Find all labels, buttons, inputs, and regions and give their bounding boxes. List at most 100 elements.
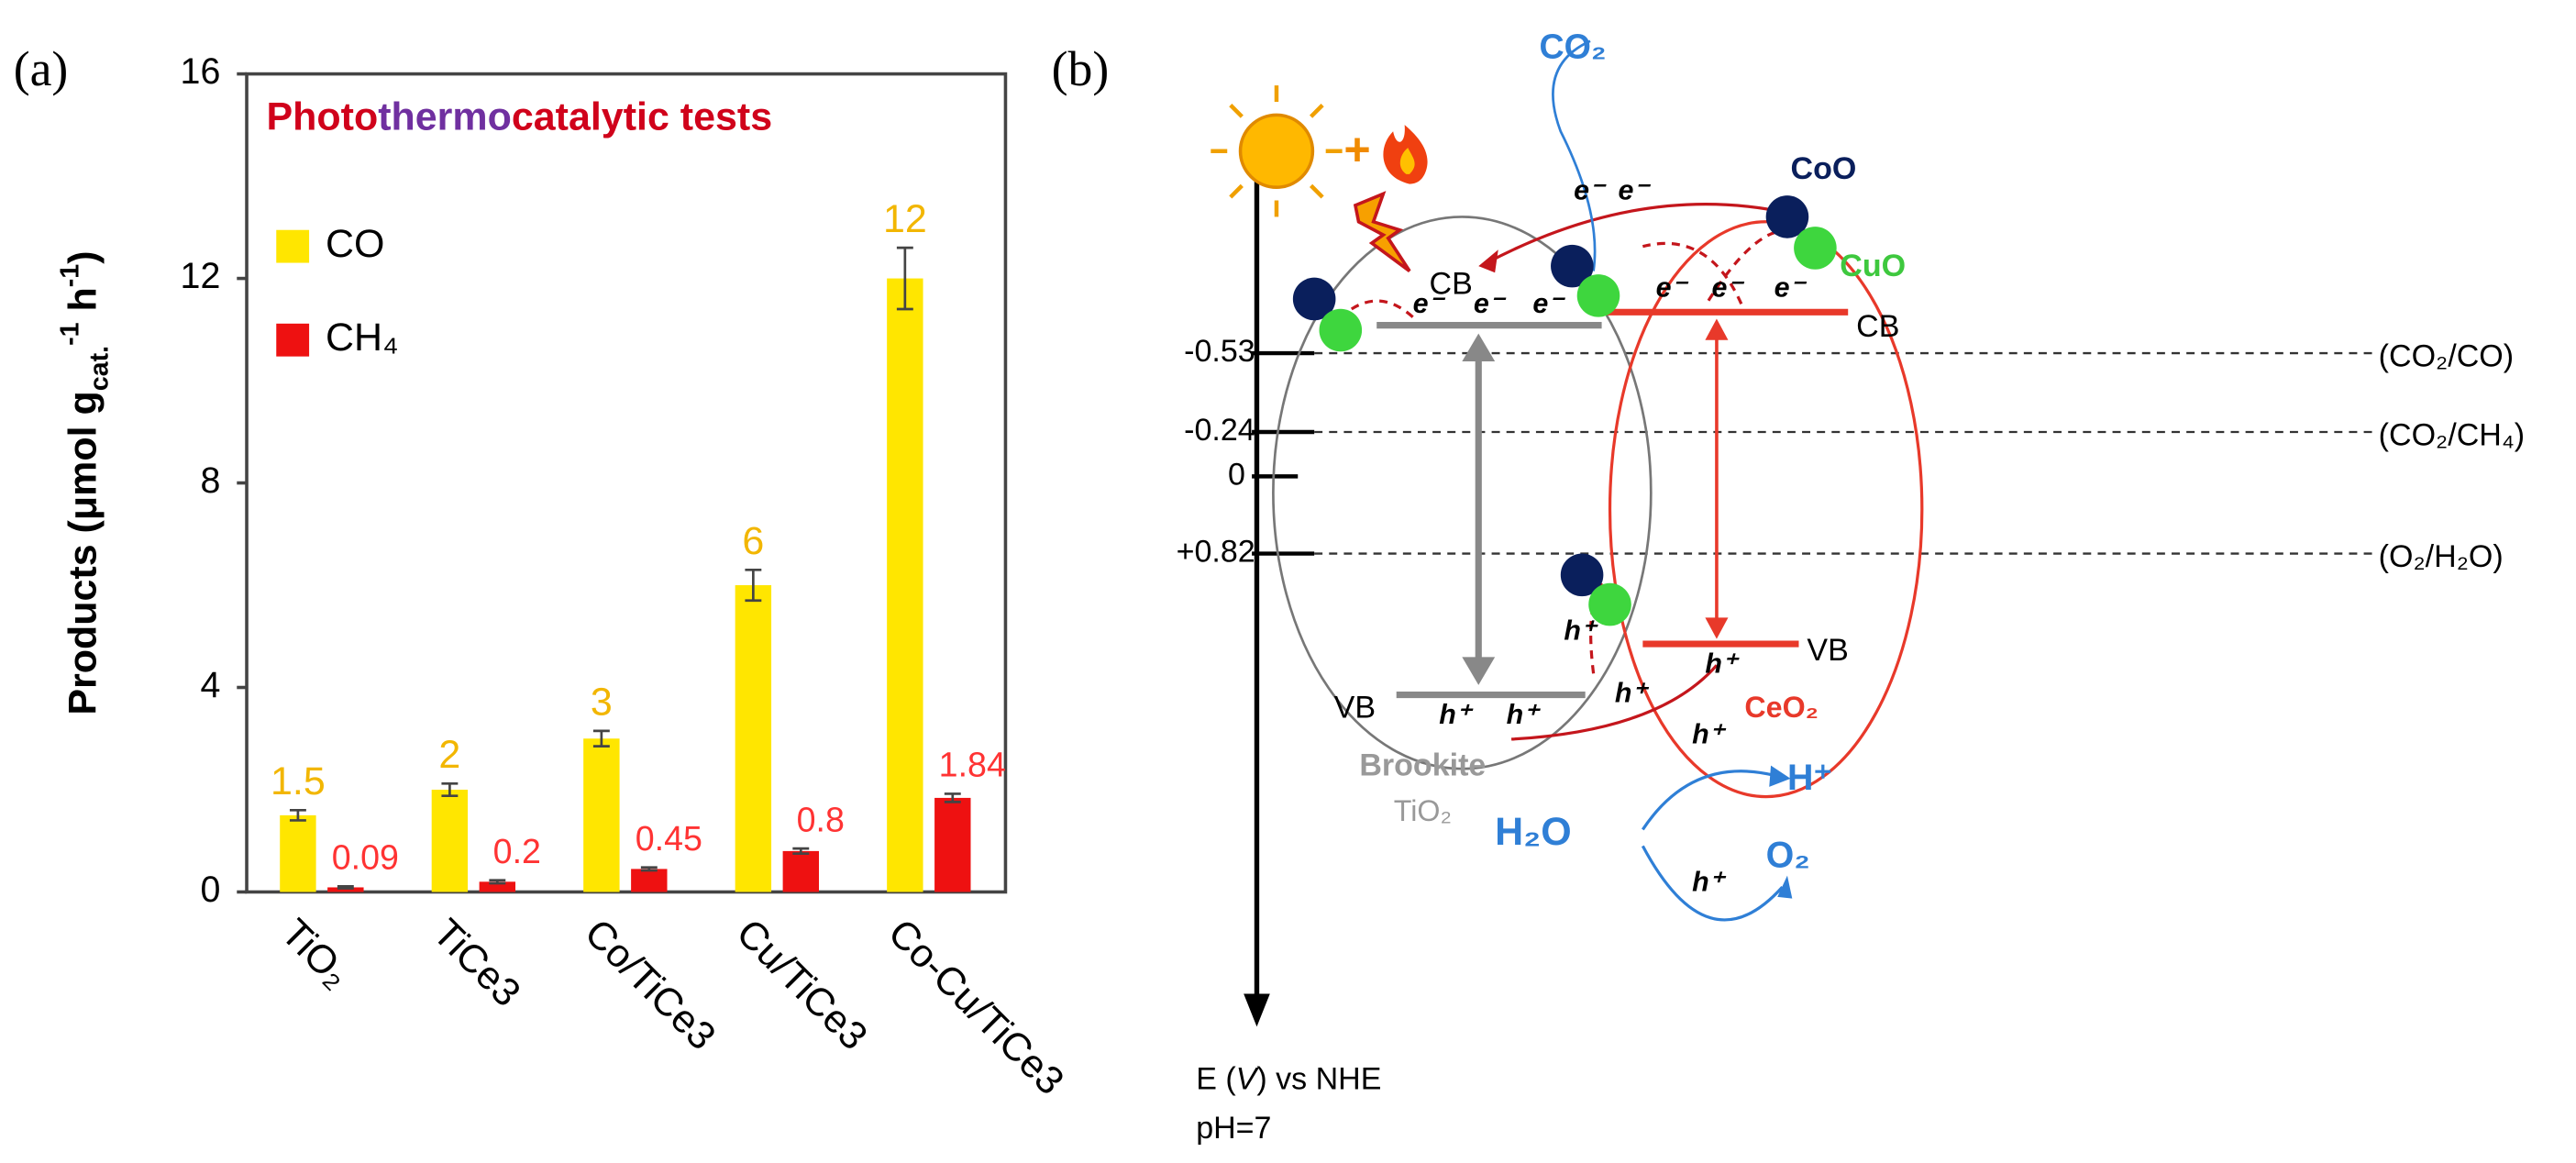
level-value: 0 [1228,457,1245,492]
redox-couple: (CO₂/CO) [2379,338,2514,373]
tio2-name: TiO₂ [1394,794,1452,827]
redox-couple: (CO₂/CH₄) [2379,417,2525,452]
cb-label: CB [1430,267,1473,302]
electron: e⁻ [1574,175,1607,206]
bar [327,887,364,892]
electrons: e⁻ e⁻ e⁻ e⁻ e⁻ e⁻ e⁻ e⁻ [1413,175,1808,320]
error-bar [337,885,354,890]
data-label: 3 [591,681,613,725]
ray [1229,104,1244,118]
hole: h⁺ [1705,648,1740,679]
potential-lines [1314,351,2374,555]
legend-label: CO [326,222,384,266]
y-label-part: h [61,287,105,322]
x-tick-label: TiO₂ [272,911,359,997]
ph-label: pH=7 [1196,1111,1271,1146]
y-tick-label: 4 [200,665,220,705]
arrow [1346,299,1414,318]
data-label: 0.09 [332,838,399,877]
coo-label: CoO [1791,151,1857,186]
y-tick-label: 0 [200,869,220,910]
axis-label: E (V) vs NHE [1196,1061,1381,1096]
coo-particle [1551,244,1594,288]
holes: h⁺ h⁺ h⁺ h⁺ h⁺ h⁺ h⁺ [1439,615,1740,898]
hole: h⁺ [1692,867,1727,898]
coo-particle [1292,277,1336,321]
x-tick-label: Cu/TiCe3 [728,911,876,1058]
ceo2-particle [1608,220,1924,799]
bar [631,869,668,892]
axis-label-part: E ( [1196,1061,1236,1096]
bar-chart: 0 4 8 12 16 Photothermocatalytic tests Product… [55,51,1072,1103]
cuo-particle [1588,582,1631,626]
error-bar [944,792,961,803]
data-label: 1.5 [271,759,326,803]
hole: h⁺ [1692,718,1727,749]
electron: e⁻ [1774,271,1808,303]
electron: e⁻ [1413,288,1446,319]
axis-label-part: ) vs NHE [1256,1061,1381,1096]
error-bar [896,246,913,311]
transfer-arrows [1346,203,1817,741]
x-tick-label: TiCe3 [425,911,529,1015]
band-diagram: -0.53 -0.24 0 +0.82 (CO₂/CO) (CO₂/CH₄) (… [1177,28,2525,1146]
level-value: -0.24 [1184,413,1255,448]
panel-label: (b) [1052,41,1110,96]
y-label-part: -1 [55,322,84,346]
co2-arrow [1552,39,1597,271]
error-bar [441,781,459,798]
panel-label: (a) [14,41,69,96]
bar [735,585,772,892]
level-value: +0.82 [1177,535,1255,570]
electron: e⁻ [1618,175,1651,206]
tio2-name: Brookite [1359,748,1486,782]
sun [1238,113,1315,189]
bar [583,738,620,892]
redox-couple: (O₂/H₂O) [2379,539,2504,574]
hole: h⁺ [1439,699,1474,730]
tio2-particle [1272,216,1653,770]
water-arrows [1641,770,1784,922]
title-part: Photo [267,95,379,139]
title-part: thermo [378,95,512,139]
y-label-part: -1 [55,264,84,288]
o2-label: O₂ [1766,835,1810,875]
y-tick-label: 8 [200,460,220,501]
h-plus-label: H⁺ [1787,758,1832,798]
data-label: 12 [883,197,927,241]
chart-title: Photothermocatalytic tests [267,95,773,139]
error-bar [640,866,658,872]
error-bar [289,808,306,822]
data-label: 1.84 [939,746,1006,784]
data-label: 6 [742,519,764,563]
x-tick-label: Co/TiCe3 [576,911,724,1058]
cuo-label: CuO [1840,249,1906,283]
sun-rays [1211,85,1343,217]
bar [431,790,469,892]
electron: e⁻ [1532,288,1565,319]
flame-core [1399,148,1415,174]
plus: + [1343,124,1370,175]
sun-icon [1211,85,1343,217]
y-axis-label: Products (μmol gcat.-1 h-1) [55,250,114,714]
y-label-part: cat. [84,346,114,391]
h2o-label: H₂O [1495,810,1572,854]
arrow-head [1769,765,1793,899]
vb-label: VB [1807,633,1848,668]
cuo-particle [1319,308,1363,352]
level-ticks [1252,350,1315,556]
hole: h⁺ [1615,678,1650,709]
legend-swatch [276,323,310,357]
ray [1309,104,1324,118]
co2-label: CO₂ [1540,28,1607,66]
legend-swatch [276,229,310,263]
arrow [1486,203,1791,264]
bar [887,278,923,892]
ceo2-name: CeO₂ [1744,691,1819,724]
axis-label-part: V [1236,1061,1260,1096]
hole: h⁺ [1507,699,1542,730]
arrow-head [1244,993,1270,1027]
legend-label: CH₄ [326,316,399,360]
vb-label: VB [1334,691,1376,725]
